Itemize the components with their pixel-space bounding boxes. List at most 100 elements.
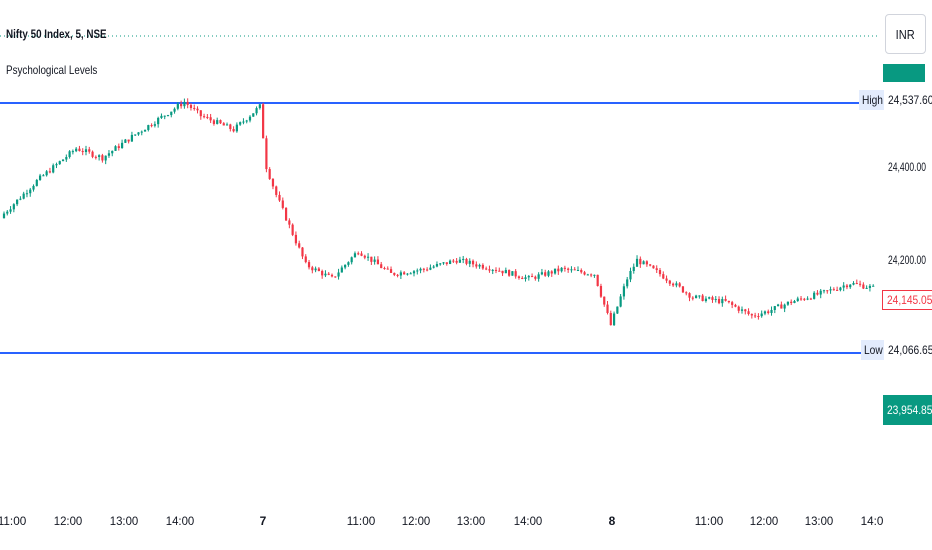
candle-body xyxy=(419,268,422,271)
candle-body xyxy=(193,107,196,109)
candle-body xyxy=(635,258,639,267)
candle-body xyxy=(252,113,255,117)
candle-body xyxy=(809,298,812,300)
candle-body xyxy=(570,269,573,271)
candle-body xyxy=(491,269,494,271)
candle-body xyxy=(347,262,350,265)
candle-body xyxy=(38,175,42,180)
candle-body xyxy=(836,289,839,291)
candle-body xyxy=(225,124,229,126)
candle-body xyxy=(596,274,599,286)
candle-body xyxy=(803,298,806,300)
candle-body xyxy=(202,116,206,118)
candle-body xyxy=(363,255,366,258)
candle-body xyxy=(813,292,816,299)
candle-body xyxy=(55,164,58,166)
indicator-name[interactable]: Psychological Levels xyxy=(6,63,98,77)
candle-body xyxy=(688,293,691,298)
candle-body xyxy=(590,274,593,276)
candle-body xyxy=(370,256,373,262)
symbol-title[interactable]: Nifty 50 Index, 5, NSE xyxy=(6,27,107,41)
candle-body xyxy=(229,124,232,130)
candle-body xyxy=(258,104,261,109)
candle-body xyxy=(855,283,858,285)
candle-body xyxy=(317,268,320,272)
candle-body xyxy=(19,198,22,200)
time-axis-label: 12:00 xyxy=(750,514,779,528)
candle-body xyxy=(91,151,94,157)
candle-body xyxy=(744,309,747,312)
candle-body xyxy=(573,269,576,271)
candle-body xyxy=(734,304,737,307)
candle-body xyxy=(567,268,570,270)
currency-button-label: INR xyxy=(895,26,916,42)
candle-body xyxy=(842,285,845,288)
low-label-text: Low xyxy=(864,343,883,357)
candle-body xyxy=(632,266,635,271)
candle-body xyxy=(239,122,242,125)
candle-body xyxy=(783,304,786,309)
candle-body xyxy=(806,298,809,300)
candle-body xyxy=(209,117,212,121)
candle-body xyxy=(412,271,416,274)
candle-body xyxy=(672,283,675,286)
candle-body xyxy=(530,276,534,278)
candle-body xyxy=(183,101,186,107)
candle-body xyxy=(468,260,471,264)
levels-layer xyxy=(0,35,880,354)
candle-body xyxy=(383,268,386,270)
candle-body xyxy=(170,111,173,116)
candle-body xyxy=(773,306,776,310)
candle-body xyxy=(668,280,671,284)
candle-body xyxy=(612,313,616,326)
candle-body xyxy=(776,304,780,307)
candle-body xyxy=(2,213,6,219)
candle-body xyxy=(373,259,376,262)
candle-body xyxy=(757,316,760,318)
candle-body xyxy=(157,117,160,125)
currency-button[interactable]: INR xyxy=(885,14,926,54)
candle-body xyxy=(511,271,514,276)
candle-body xyxy=(858,283,862,285)
candle-body xyxy=(724,298,727,301)
candle-body xyxy=(652,265,655,269)
candle-body xyxy=(622,286,626,297)
candle-body xyxy=(406,273,409,275)
candle-body xyxy=(163,115,166,117)
candle-body xyxy=(760,313,763,317)
time-axis-label: 14:00 xyxy=(514,514,543,528)
candle-body xyxy=(826,290,829,292)
candle-body xyxy=(199,110,202,117)
high-value-tag: 24,537.60 xyxy=(884,90,932,110)
time-axis-label: 11:00 xyxy=(0,514,27,528)
candle-body xyxy=(206,116,209,118)
candle-body xyxy=(786,301,790,305)
time-axis-label: 8 xyxy=(609,514,616,528)
candle-body xyxy=(780,304,783,309)
candle-body xyxy=(127,139,130,142)
candle-body xyxy=(301,247,304,257)
candle-body xyxy=(678,283,681,287)
axis-layer: 24,400.0024,200.0024,000.0011:0012:0013:… xyxy=(0,160,926,528)
candle-body xyxy=(278,194,281,201)
candle-body xyxy=(137,132,140,135)
candle-body xyxy=(366,256,370,258)
level-value-text: 23,954.85 xyxy=(887,403,932,417)
candle-body xyxy=(445,262,448,264)
candle-body xyxy=(599,285,603,297)
candle-body xyxy=(68,151,71,158)
candle-body xyxy=(403,272,406,275)
candle-body xyxy=(242,121,245,123)
candle-body xyxy=(747,311,750,315)
level-value-tag: 23,954.85 xyxy=(883,395,932,425)
candle-body xyxy=(583,272,586,275)
candle-body xyxy=(153,124,156,126)
candle-body xyxy=(770,309,773,313)
candle-body xyxy=(48,171,52,173)
candle-body xyxy=(642,261,645,265)
candle-body xyxy=(344,264,347,268)
candle-body xyxy=(514,271,517,277)
candle-body xyxy=(16,199,19,205)
